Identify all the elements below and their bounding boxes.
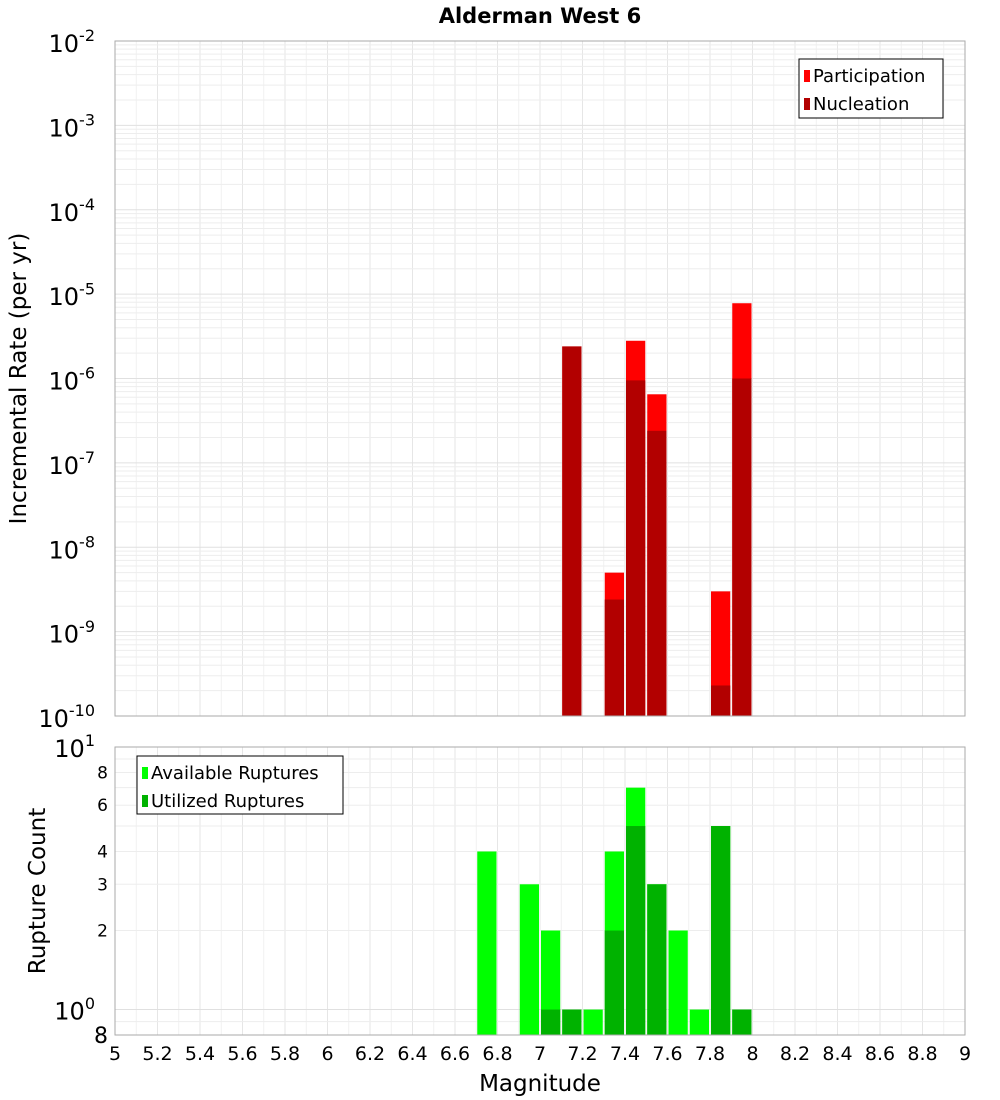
legend-swatch [142, 767, 148, 779]
legend-label: Participation [813, 66, 925, 87]
count-bar [604, 930, 624, 1035]
x-tick-label: 5.6 [227, 1043, 257, 1065]
x-tick-label: 5.2 [142, 1043, 172, 1065]
x-tick-label: 8 [746, 1043, 758, 1065]
y-tick-label-bottom: 8 [97, 763, 108, 783]
count-bar [541, 1009, 561, 1035]
x-tick-label: 5 [109, 1043, 121, 1065]
count-bar [541, 930, 561, 1035]
count-bar [562, 1009, 582, 1035]
legend-label: Available Ruptures [151, 763, 319, 784]
legend-swatch [804, 98, 810, 110]
count-bar [732, 1009, 752, 1035]
x-tick-label: 6.4 [397, 1043, 427, 1065]
x-tick-label: 6.2 [355, 1043, 385, 1065]
count-bar [626, 826, 646, 1035]
x-tick-label: 5.4 [185, 1043, 215, 1065]
x-tick-label: 9 [959, 1043, 971, 1065]
y-axis-label-top: Incremental Rate (per yr) [6, 233, 32, 525]
y-tick-label-bottom: 3 [97, 875, 108, 895]
y-tick-label-top: 10-5 [49, 279, 96, 311]
x-axis-label: Magnitude [479, 1071, 601, 1097]
count-bar [583, 1009, 603, 1035]
x-tick-label: 8.4 [822, 1043, 852, 1065]
legend-bottom: Available Ruptures Utilized Ruptures [136, 755, 344, 815]
count-series-utilized-ruptures [541, 826, 752, 1035]
x-tick-label: 7.8 [695, 1043, 725, 1065]
y-tick-label-bottom: 8 [94, 1024, 108, 1049]
y-tick-label-top: 10-6 [49, 364, 96, 396]
legend-top-box [798, 58, 944, 119]
rate-series-nucleation [562, 346, 752, 716]
count-bar [668, 930, 688, 1035]
y-tick-label-top: 10-8 [49, 532, 96, 564]
x-tick-label: 7.6 [652, 1043, 682, 1065]
x-tick-label: 6.6 [440, 1043, 470, 1065]
count-bar [477, 851, 497, 1035]
y-tick-label-bottom: 100 [54, 994, 95, 1026]
rate-bar [711, 685, 731, 716]
legend-label: Nucleation [813, 94, 909, 115]
y-tick-label-bottom: 4 [97, 842, 108, 862]
x-tick-label: 8.6 [865, 1043, 895, 1065]
chart-title: Alderman West 6 [439, 4, 642, 28]
y-tick-label-bottom: 6 [97, 796, 108, 816]
y-tick-label-top: 10-2 [49, 26, 96, 58]
legend-swatch [142, 795, 148, 807]
x-tick-label: 7 [534, 1043, 546, 1065]
y-tick-label-top: 10-10 [38, 701, 95, 733]
y-tick-label-top: 10-3 [49, 111, 96, 143]
top-plot-grid [114, 41, 966, 717]
top-plot-border [114, 40, 966, 717]
rate-bar [711, 591, 731, 716]
x-tick-label: 7.2 [567, 1043, 597, 1065]
y-tick-label-top: 10-9 [49, 617, 96, 649]
count-bar [519, 884, 539, 1035]
x-tick-label: 8.2 [780, 1043, 810, 1065]
rate-bar [604, 599, 624, 716]
rate-bar [732, 378, 752, 716]
x-tick-label: 8.8 [907, 1043, 937, 1065]
rate-bar [626, 380, 646, 716]
legend-bottom-box [136, 755, 344, 815]
legend-swatch [804, 70, 810, 82]
x-tick-label: 6.8 [482, 1043, 512, 1065]
rate-bar [647, 430, 667, 716]
y-tick-label-bottom: 2 [97, 922, 108, 942]
y-tick-label-bottom: 101 [54, 731, 95, 763]
x-tick-label: 7.4 [610, 1043, 640, 1065]
x-tick-label: 6 [321, 1043, 333, 1065]
bottom-plot-border [114, 746, 966, 1036]
count-bar [711, 826, 731, 1035]
y-tick-label-top: 10-7 [49, 448, 96, 480]
y-tick-label-top: 10-4 [49, 195, 96, 227]
rate-bar [562, 346, 582, 716]
count-bar [689, 1009, 709, 1035]
legend-label: Utilized Ruptures [151, 791, 304, 812]
x-tick-label: 5.8 [270, 1043, 300, 1065]
y-axis-label-bottom: Rupture Count [25, 808, 51, 974]
count-bar [647, 884, 667, 1035]
legend-top: Participation Nucleation [798, 58, 944, 119]
